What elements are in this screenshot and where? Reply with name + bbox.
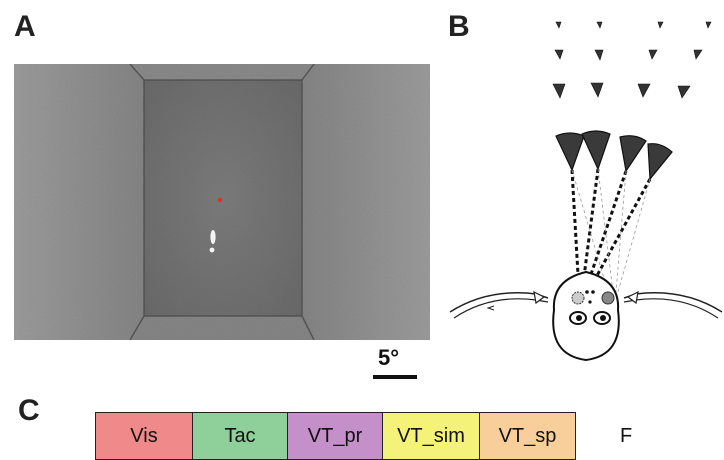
left-whisker (449, 292, 549, 313)
panel-label-c: C (18, 394, 40, 427)
panel-label-b: B (448, 10, 470, 43)
near-cones (555, 130, 673, 181)
head-schematic (449, 21, 723, 362)
eyes (569, 311, 611, 325)
arena-view (14, 64, 430, 340)
fixation-dot (217, 197, 223, 203)
stimulus-marker (209, 230, 216, 253)
condition-vt-pr: VT_pr (287, 412, 383, 460)
scale-bar (373, 375, 417, 379)
condition-vt-sim: VT_sim (382, 412, 480, 460)
condition-vis: Vis (95, 412, 193, 460)
scale-bar-label: 5° (378, 345, 400, 370)
condition-tac: Tac (192, 412, 288, 460)
right-whisker (623, 292, 723, 313)
panel-label-a: A (14, 10, 36, 43)
faint-lines (571, 168, 651, 293)
condition-f: F (620, 424, 633, 447)
distant-cones (552, 21, 712, 99)
condition-vt-sp: VT_sp (479, 412, 576, 460)
